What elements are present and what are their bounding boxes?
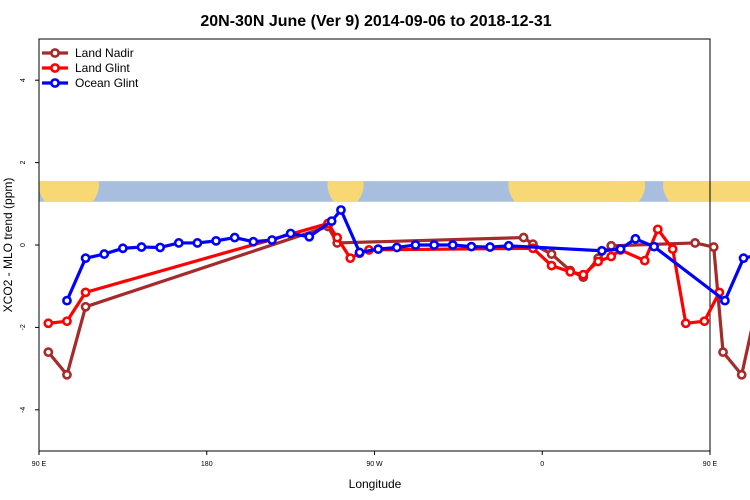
map-land-india-asia bbox=[663, 181, 750, 202]
data-point bbox=[62, 369, 72, 380]
legend-swatch-marker bbox=[50, 48, 60, 58]
data-point bbox=[546, 260, 557, 271]
data-point bbox=[578, 269, 589, 280]
data-point bbox=[615, 244, 626, 255]
data-point bbox=[593, 256, 604, 267]
series-line bbox=[48, 221, 721, 325]
data-point bbox=[606, 251, 617, 262]
series-ocean-glint bbox=[62, 205, 750, 306]
legend-item: Land Nadir bbox=[42, 46, 134, 60]
data-point bbox=[62, 316, 72, 327]
data-point bbox=[117, 243, 128, 254]
data-point bbox=[720, 295, 730, 306]
data-point bbox=[738, 253, 749, 264]
data-point bbox=[192, 238, 203, 248]
map-band bbox=[38, 181, 750, 202]
data-point bbox=[736, 369, 747, 380]
data-point bbox=[248, 236, 259, 247]
data-point bbox=[680, 318, 691, 329]
data-point bbox=[99, 249, 110, 259]
data-point bbox=[345, 253, 356, 264]
map-land-north-africa bbox=[508, 181, 636, 202]
legend-item: Land Glint bbox=[42, 61, 130, 75]
data-point bbox=[43, 318, 54, 329]
x-tick-label: 90 W bbox=[366, 461, 383, 468]
map-land-arabia bbox=[607, 181, 646, 202]
data-point bbox=[639, 255, 650, 266]
data-point bbox=[718, 347, 728, 358]
data-point bbox=[80, 301, 91, 312]
data-point bbox=[326, 216, 337, 227]
data-point bbox=[503, 240, 514, 251]
data-point bbox=[155, 242, 166, 253]
data-point bbox=[485, 242, 495, 252]
data-point bbox=[565, 266, 576, 277]
data-point bbox=[649, 241, 659, 252]
map-land-asia-west bbox=[38, 181, 100, 202]
x-tick-label: 90 E bbox=[32, 461, 47, 468]
data-point bbox=[229, 232, 240, 243]
data-point bbox=[447, 240, 458, 250]
data-point bbox=[652, 224, 663, 235]
data-point bbox=[43, 347, 54, 358]
y-tick-label: -4 bbox=[20, 407, 27, 413]
x-tick-label: 0 bbox=[540, 461, 544, 468]
y-tick-label: 0 bbox=[20, 243, 27, 247]
data-point bbox=[332, 232, 343, 243]
legend-label: Land Nadir bbox=[75, 46, 134, 60]
data-point bbox=[336, 205, 346, 215]
data-point bbox=[518, 232, 529, 243]
data-point bbox=[708, 242, 719, 252]
data-point bbox=[410, 240, 421, 250]
data-point bbox=[62, 295, 72, 306]
legend-label: Ocean Glint bbox=[75, 76, 139, 90]
data-point bbox=[304, 231, 315, 242]
series-land-glint bbox=[43, 218, 725, 329]
data-point bbox=[690, 238, 700, 248]
data-point bbox=[699, 316, 710, 327]
data-point bbox=[429, 240, 440, 250]
chart-title: 20N-30N June (Ver 9) 2014-09-06 to 2018-… bbox=[200, 13, 551, 30]
data-point bbox=[173, 238, 184, 248]
data-point bbox=[667, 244, 678, 255]
y-tick-label: -2 bbox=[20, 324, 27, 330]
legend-label: Land Glint bbox=[75, 61, 130, 75]
y-axis: 4 2 0 -2 -4 bbox=[20, 78, 39, 413]
x-tick-label: 90 E bbox=[703, 461, 718, 468]
data-point bbox=[391, 242, 402, 253]
data-point bbox=[373, 244, 384, 255]
legend-item: Ocean Glint bbox=[42, 76, 139, 90]
data-point bbox=[267, 235, 277, 245]
data-point bbox=[80, 253, 91, 264]
data-point bbox=[596, 245, 607, 256]
y-tick-label: 2 bbox=[20, 161, 27, 165]
legend-swatch-marker bbox=[50, 63, 60, 73]
data-point bbox=[80, 287, 91, 298]
map-land-north-america bbox=[327, 181, 364, 202]
series-layer bbox=[43, 205, 750, 380]
y-axis-label: XCO2 - MLO trend (ppm) bbox=[1, 178, 15, 313]
data-point bbox=[466, 241, 477, 252]
x-tick-label: 180 bbox=[201, 461, 213, 468]
data-point bbox=[630, 233, 641, 244]
y-tick-label: 4 bbox=[20, 78, 27, 82]
data-point bbox=[285, 228, 296, 239]
x-axis-label: Longitude bbox=[349, 477, 402, 491]
data-point bbox=[354, 247, 365, 258]
data-point bbox=[136, 242, 147, 252]
data-point bbox=[546, 249, 557, 259]
data-point bbox=[211, 235, 221, 246]
legend-swatch-marker bbox=[50, 78, 60, 88]
